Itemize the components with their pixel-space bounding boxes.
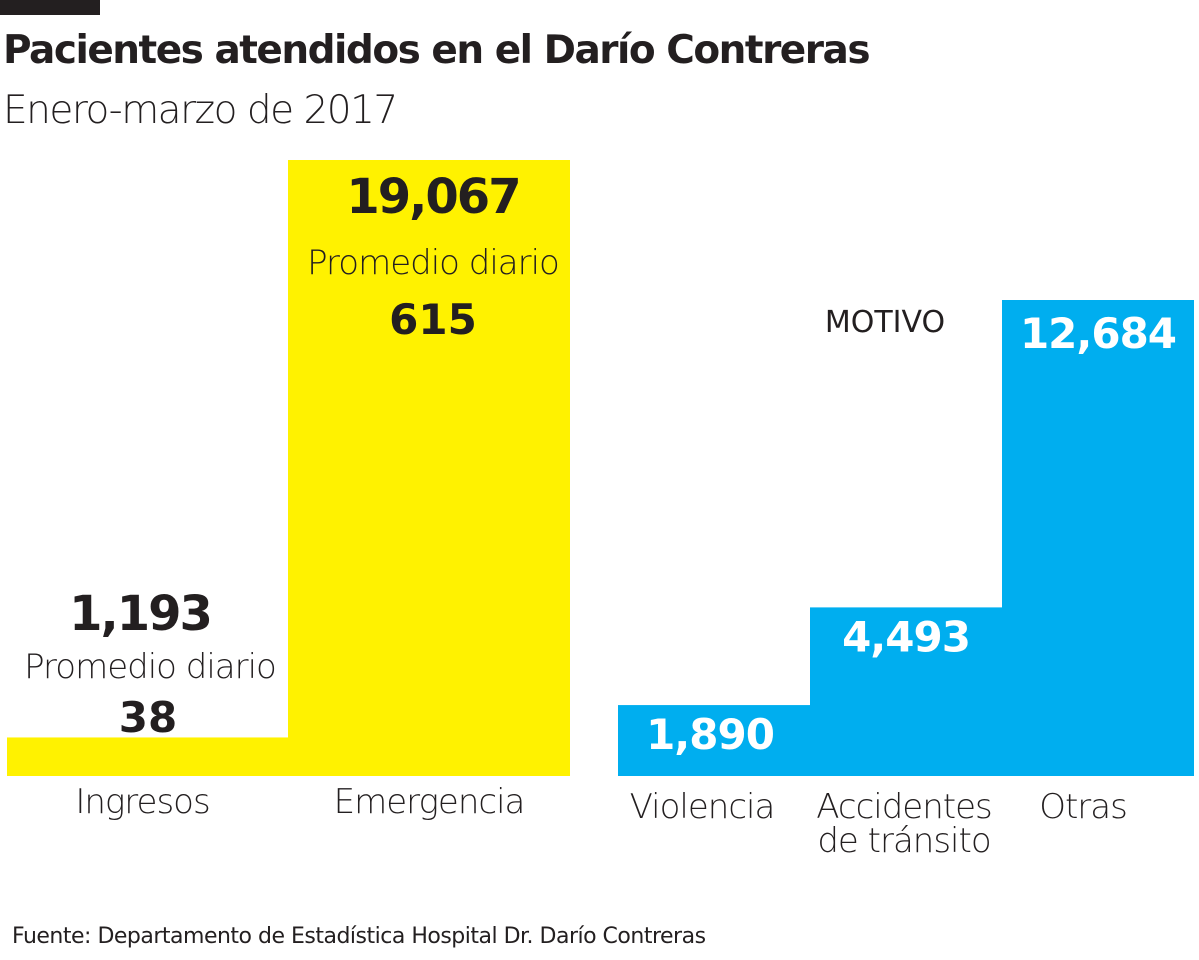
value-label: 4,493 (842, 612, 970, 661)
bar-emergencia (288, 160, 570, 776)
value-label: 12,684 (1020, 309, 1176, 358)
chart-subtitle: Enero-marzo de 2017 (3, 88, 398, 133)
value-label: 1,890 (646, 710, 774, 759)
category-label: Accidentes (816, 787, 992, 827)
daily-average-label: Promedio diario (24, 647, 276, 687)
bar-ingresos (7, 737, 288, 776)
category-label: Otras (1039, 787, 1127, 827)
bar-motivo-2 (1002, 300, 1194, 776)
category-label: Ingresos (75, 782, 209, 822)
source-note: Fuente: Departamento de Estadística Hosp… (12, 924, 706, 949)
bar-motivo-1 (810, 607, 1002, 776)
category-label: de tránsito (817, 821, 990, 861)
value-label: 19,067 (346, 169, 519, 225)
motivo-label: MOTIVO (825, 305, 945, 340)
daily-average-value: 38 (119, 693, 177, 742)
category-label: Violencia (630, 787, 775, 827)
chart-title: Pacientes atendidos en el Darío Contrera… (3, 28, 871, 73)
daily-average-value: 615 (389, 295, 477, 344)
daily-average-label: Promedio diario (307, 243, 559, 283)
category-label: Emergencia (334, 782, 525, 822)
bar-motivo-0 (618, 705, 810, 776)
value-label: 1,193 (69, 586, 211, 642)
title-bar-accent (0, 0, 100, 15)
